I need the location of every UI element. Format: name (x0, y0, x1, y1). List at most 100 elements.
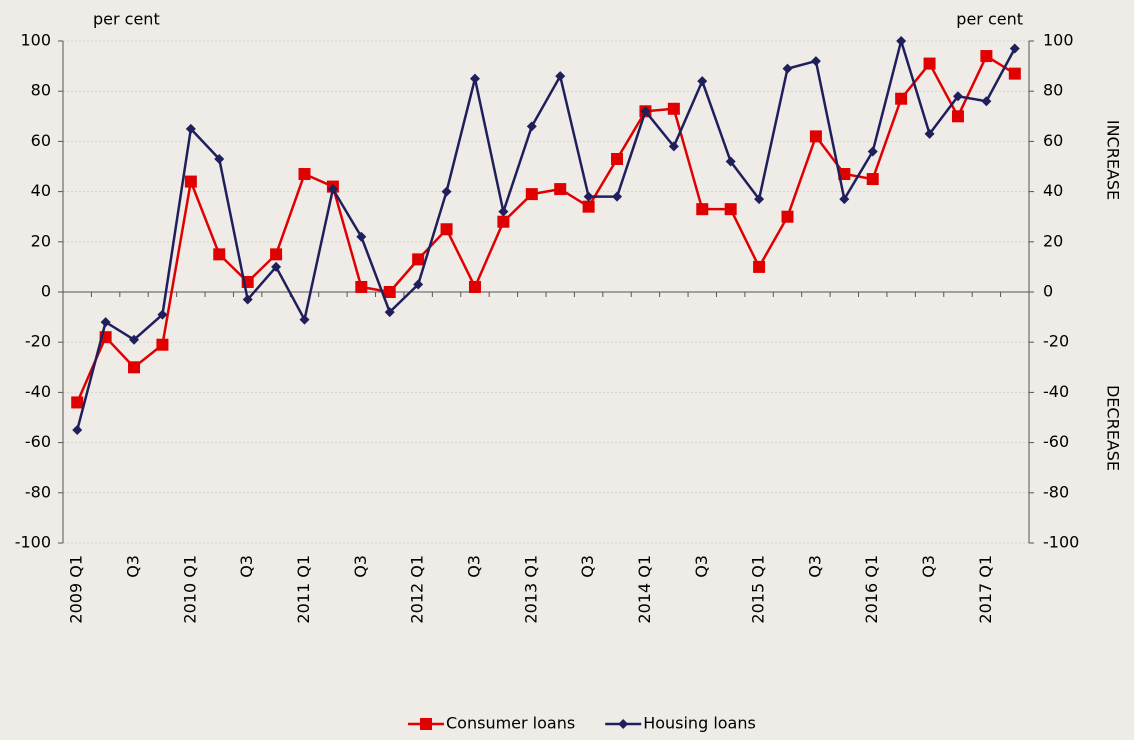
data-point (612, 191, 623, 202)
y2-tick-label: -60 (1043, 432, 1069, 451)
data-point (725, 156, 736, 167)
data-point (668, 141, 679, 152)
data-point (157, 309, 168, 320)
x-tick-label: Q3 (919, 555, 938, 578)
legend-label: Housing loans (643, 714, 756, 733)
data-point (156, 338, 169, 351)
y-axis-label-left: per cent (93, 10, 160, 29)
data-point (441, 186, 452, 197)
data-point (184, 175, 197, 188)
data-point (355, 280, 368, 293)
x-tick-label: 2015 Q1 (749, 555, 768, 624)
y-tick-label: -80 (25, 482, 51, 501)
data-point (895, 92, 908, 105)
data-point (951, 110, 964, 123)
y2-tick-label: -20 (1043, 332, 1069, 351)
y2-tick-label: -40 (1043, 382, 1069, 401)
x-tick-label: 2012 Q1 (408, 555, 427, 624)
data-point (611, 152, 624, 165)
data-point (213, 248, 226, 261)
data-point (412, 253, 425, 266)
legend-label: Consumer loans (446, 714, 575, 733)
data-point (1008, 67, 1021, 80)
data-point (497, 215, 510, 228)
data-point (696, 203, 709, 216)
x-tick-label: Q3 (237, 555, 256, 578)
y-tick-label: -100 (15, 533, 51, 552)
data-point (753, 260, 766, 273)
data-point (924, 128, 935, 139)
data-point (754, 194, 765, 205)
y2-tick-label: 100 (1043, 31, 1074, 50)
data-point (554, 183, 567, 196)
data-point (781, 210, 794, 223)
x-tick-label: Q3 (805, 555, 824, 578)
data-point (185, 123, 196, 134)
data-point (896, 36, 907, 46)
x-tick-label: 2010 Q1 (180, 555, 199, 624)
x-tick-label: 2016 Q1 (862, 555, 881, 624)
y-tick-label: -60 (25, 432, 51, 451)
x-tick-label: 2011 Q1 (294, 555, 313, 624)
data-point (1009, 43, 1020, 54)
data-point (128, 361, 141, 374)
data-point (582, 200, 595, 213)
y2-tick-label: 60 (1043, 131, 1063, 150)
y2-tick-label: 20 (1043, 231, 1063, 250)
x-tick-label: 2009 Q1 (67, 555, 86, 624)
data-point (980, 50, 993, 63)
data-point (270, 248, 283, 261)
x-tick-label: Q3 (351, 555, 370, 578)
y-tick-label: 20 (31, 231, 51, 250)
data-point (838, 168, 851, 181)
data-point (72, 425, 83, 436)
data-point (667, 102, 680, 115)
x-tick-label: 2013 Q1 (521, 555, 540, 624)
data-point (356, 231, 367, 242)
y-tick-label: -40 (25, 382, 51, 401)
data-point (298, 168, 311, 181)
data-point (383, 286, 396, 298)
y-tick-label: 80 (31, 81, 51, 100)
data-point (327, 184, 338, 195)
y-axis-label-right: per cent (956, 10, 1023, 29)
x-tick-label: Q3 (578, 555, 597, 578)
data-point (384, 307, 395, 318)
data-point (981, 96, 992, 107)
y-tick-label: 100 (20, 31, 51, 50)
y-tick-label: 0 (41, 282, 51, 301)
data-point (299, 314, 310, 325)
data-point (866, 173, 879, 186)
x-tick-label: 2014 Q1 (635, 555, 654, 624)
y2-tick-label: 80 (1043, 81, 1063, 100)
legend-marker (420, 718, 432, 730)
data-point (810, 56, 821, 67)
series-line (75, 36, 1016, 431)
y2-tick-label: -100 (1043, 533, 1079, 552)
data-point (782, 63, 793, 74)
data-point (214, 153, 225, 164)
x-tick-label: Q3 (464, 555, 483, 578)
y-tick-label: -20 (25, 332, 51, 351)
data-point (809, 130, 822, 143)
data-point (271, 261, 282, 272)
data-point (440, 223, 453, 236)
x-tick-label: 2017 Q1 (976, 555, 995, 624)
data-point (469, 73, 480, 84)
data-point (242, 294, 253, 305)
legend-marker (618, 719, 629, 729)
data-point (413, 279, 424, 290)
data-point (525, 188, 538, 201)
data-point (952, 91, 963, 102)
y2-tick-label: -80 (1043, 482, 1069, 501)
y-tick-label: 60 (31, 131, 51, 150)
annotation-increase: INCREASE (1104, 120, 1123, 200)
data-point (583, 191, 594, 202)
x-tick-label: Q3 (692, 555, 711, 578)
data-point (923, 57, 936, 70)
data-point (71, 396, 84, 409)
data-point (724, 203, 737, 216)
data-point (640, 106, 651, 117)
data-point (839, 194, 850, 205)
